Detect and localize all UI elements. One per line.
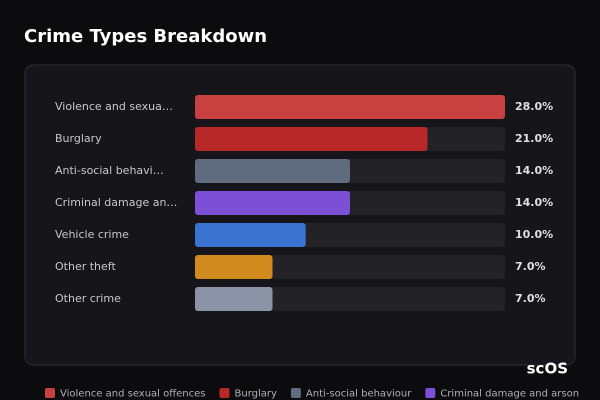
category-label: Anti-social behavi…	[55, 164, 164, 177]
bar	[195, 287, 273, 311]
value-label: 21.0%	[515, 132, 553, 145]
value-label: 14.0%	[515, 196, 553, 209]
legend-swatch	[290, 388, 301, 398]
legend-label: Criminal damage and arson	[440, 389, 579, 400]
value-label: 10.0%	[515, 228, 553, 241]
bar	[195, 255, 273, 279]
bar	[195, 191, 350, 215]
watermark: scOS	[527, 360, 568, 378]
category-label: Other theft	[55, 260, 116, 273]
category-label: Vehicle crime	[55, 228, 129, 241]
value-label: 28.0%	[515, 100, 553, 113]
category-label: Criminal damage an…	[55, 196, 177, 209]
bar	[195, 159, 350, 183]
value-label: 7.0%	[515, 292, 546, 305]
bar	[195, 223, 306, 247]
category-label: Other crime	[55, 292, 121, 305]
bar	[195, 95, 505, 119]
value-label: 14.0%	[515, 164, 553, 177]
category-label: Burglary	[55, 132, 102, 145]
chart-title: Crime Types Breakdown	[24, 26, 267, 47]
bar	[195, 127, 428, 151]
value-label: 7.0%	[515, 260, 546, 273]
category-label: Violence and sexua…	[55, 100, 173, 113]
legend-swatch	[219, 388, 230, 398]
legend-swatch	[425, 388, 436, 398]
legend-label: Burglary	[235, 389, 277, 400]
legend-label: Violence and sexual offences	[60, 389, 206, 400]
legend-swatch	[45, 388, 55, 398]
legend-label: Anti-social behaviour	[306, 389, 412, 400]
